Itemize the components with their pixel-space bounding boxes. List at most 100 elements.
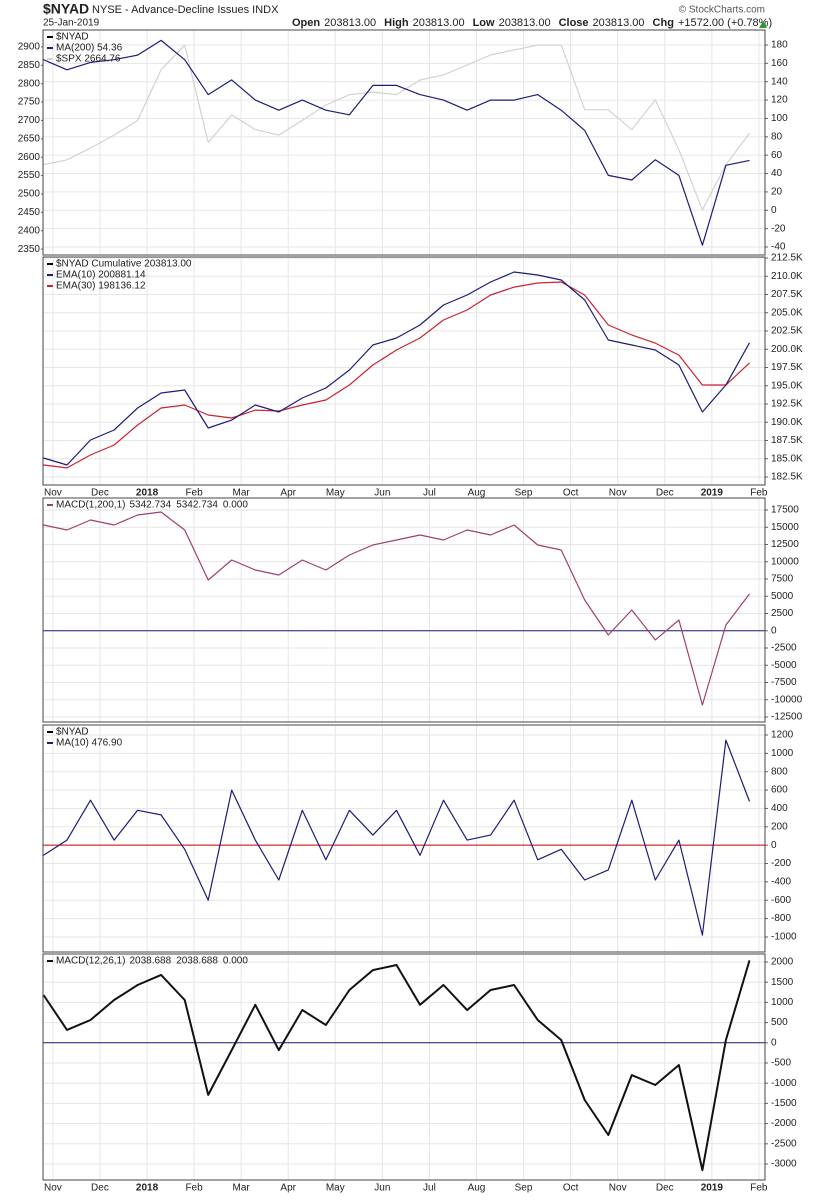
legend-value: 2038.688 xyxy=(176,956,218,967)
y-tick-label: -7500 xyxy=(771,677,797,688)
legend-text: EMA(10) 200881.14 xyxy=(56,270,146,281)
x-tick-label: Feb xyxy=(750,488,768,499)
series-line xyxy=(43,281,750,469)
legend-text: $NYAD Cumulative 203813.00 xyxy=(56,259,192,270)
x-tick-label: Sep xyxy=(515,488,533,499)
y-tick-label: 400 xyxy=(771,803,788,814)
quote-label: Low xyxy=(473,17,495,29)
quote-label: High xyxy=(384,17,409,29)
x-tick-label: May xyxy=(326,1183,345,1194)
y2-tick-label: 80 xyxy=(771,131,783,142)
y-tick-label: -500 xyxy=(771,1058,791,1069)
quote-value: 203813.00 xyxy=(593,17,645,29)
y-tick-label: 200 xyxy=(771,821,788,832)
x-tick-label: Aug xyxy=(468,1183,486,1194)
date: 25-Jan-2019 xyxy=(43,18,100,29)
y-tick-label: -5000 xyxy=(771,660,797,671)
legend-text: $NYAD xyxy=(56,32,89,43)
y-tick-label: 1200 xyxy=(771,730,794,741)
y-tick-label: -10000 xyxy=(771,694,803,705)
x-tick-label: Feb xyxy=(750,1183,768,1194)
panel-border xyxy=(42,29,766,256)
y-tick-label: 0 xyxy=(771,1037,777,1048)
x-tick-label: Nov xyxy=(609,488,627,499)
y-tick-label: 1500 xyxy=(771,977,794,988)
description: NYSE - Advance-Decline Issues INDX xyxy=(92,4,279,16)
x-tick-label: Feb xyxy=(185,488,203,499)
y-tick-label: 2700 xyxy=(18,115,41,126)
panel-border xyxy=(42,256,766,486)
quote-label: Open xyxy=(292,17,320,29)
y-tick-label: -2000 xyxy=(771,1118,797,1129)
legend-text: MACD(12,26,1) xyxy=(56,956,125,967)
y-tick-label: 187.5K xyxy=(771,435,803,446)
quote: Open 203813.00 High 203813.00 Low 203813.00 Cl… xyxy=(292,17,772,29)
x-tick-label: Jul xyxy=(423,1183,436,1194)
y-tick-label: -2500 xyxy=(771,1138,797,1149)
up-arrow xyxy=(759,21,767,28)
x-tick-label: Dec xyxy=(656,1183,674,1194)
y-tick-label: 2500 xyxy=(18,189,41,200)
legend-text: $SPX 2664.76 xyxy=(56,54,121,65)
y2-tick-label: 60 xyxy=(771,150,783,161)
legend-text: MA(200) 54.36 xyxy=(56,43,123,54)
x-tick-label: 2018 xyxy=(136,488,159,499)
series-line xyxy=(42,960,751,1172)
x-tick-label: Oct xyxy=(563,1183,579,1194)
x-tick-label: Aug xyxy=(468,488,486,499)
y-tick-label: 2650 xyxy=(18,133,41,144)
y-tick-label: 17500 xyxy=(771,505,799,516)
x-tick-label: Jul xyxy=(423,488,436,499)
x-tick-label: 2019 xyxy=(701,1183,724,1194)
x-tick-label: May xyxy=(326,488,345,499)
x-tick-label: 2019 xyxy=(701,488,724,499)
y-tick-label: 192.5K xyxy=(771,399,803,410)
y-tick-label: 600 xyxy=(771,785,788,796)
x-tick-label: Nov xyxy=(609,1183,627,1194)
x-tick-label: Jun xyxy=(374,1183,390,1194)
legend-value: 2038.688 xyxy=(129,956,171,967)
quote-value: +1572.00 (+0.78%) xyxy=(678,17,772,29)
y-tick-label: 15000 xyxy=(771,522,799,533)
series-line xyxy=(43,39,750,246)
legend-value: 0.000 xyxy=(223,500,248,511)
y-tick-label: 205.0K xyxy=(771,307,803,318)
y-tick-label: 0 xyxy=(771,625,777,636)
y-tick-label: 2750 xyxy=(18,97,41,108)
quote-value: 203813.00 xyxy=(499,17,551,29)
y-tick-label: -800 xyxy=(771,913,791,924)
symbol: $NYAD xyxy=(43,1,89,17)
quote-value: 203813.00 xyxy=(413,17,465,29)
y2-tick-label: 100 xyxy=(771,113,788,124)
x-tick-label: Nov xyxy=(44,1183,62,1194)
series-line xyxy=(43,739,751,936)
y-tick-label: 10000 xyxy=(771,556,799,567)
legend-value: 5342.734 xyxy=(176,500,218,511)
y-tick-label: -600 xyxy=(771,895,791,906)
y-tick-label: 500 xyxy=(771,1017,788,1028)
panel-border xyxy=(42,497,766,723)
y2-tick-label: 20 xyxy=(771,187,783,198)
y-tick-label: 202.5K xyxy=(771,326,803,337)
y-tick-label: 2900 xyxy=(18,42,41,53)
y-tick-label: 212.5K xyxy=(771,253,803,264)
legend-value: 0.000 xyxy=(223,956,248,967)
y-tick-label: 207.5K xyxy=(771,289,803,300)
y-tick-label: 200.0K xyxy=(771,344,803,355)
y-tick-label: -1000 xyxy=(771,932,797,943)
y2-tick-label: 0 xyxy=(771,205,777,216)
y-tick-label: 182.5K xyxy=(771,472,803,483)
y-tick-label: 7500 xyxy=(771,574,794,585)
legend-text: MACD(1,200,1) xyxy=(56,500,125,511)
y-tick-label: 210.0K xyxy=(771,271,803,282)
quote-label: Chg xyxy=(653,17,674,29)
y-tick-label: 195.0K xyxy=(771,380,803,391)
y-tick-label: 5000 xyxy=(771,591,794,602)
y-tick-label: 800 xyxy=(771,766,788,777)
y-tick-label: 2800 xyxy=(18,78,41,89)
y2-tick-label: -40 xyxy=(771,242,786,253)
x-tick-label: Nov xyxy=(44,488,62,499)
y-tick-label: -200 xyxy=(771,858,791,869)
panel-border xyxy=(42,953,766,1181)
